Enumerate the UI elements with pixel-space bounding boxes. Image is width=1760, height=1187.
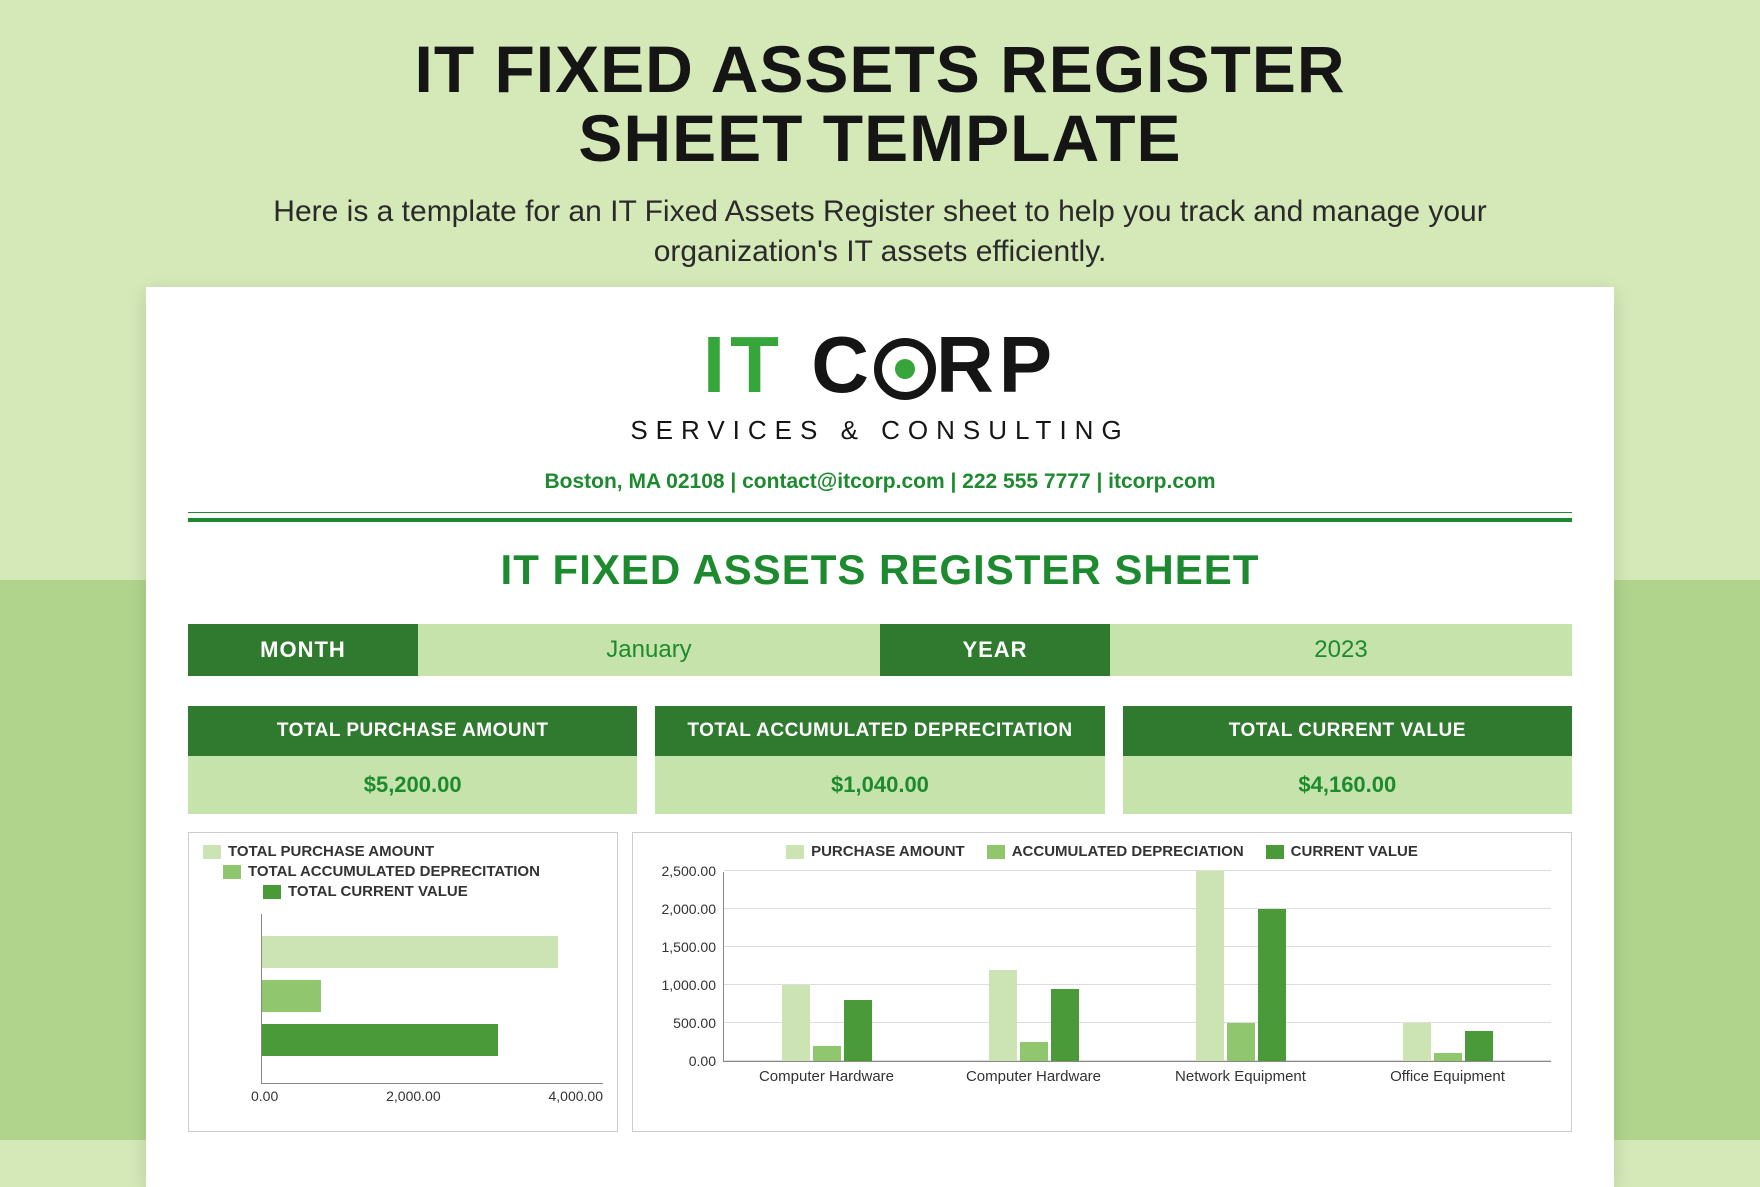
category-label: Office Equipment (1344, 1068, 1551, 1085)
legend-label: TOTAL CURRENT VALUE (288, 883, 468, 900)
charts-row: TOTAL PURCHASE AMOUNT TOTAL ACCUMULATED … (188, 832, 1572, 1132)
hbar (262, 980, 321, 1012)
divider-thin (188, 512, 1572, 513)
logo-o-icon (874, 338, 936, 400)
totals-chart: TOTAL PURCHASE AMOUNT TOTAL ACCUMULATED … (188, 832, 618, 1132)
swatch-icon (1266, 845, 1284, 859)
bar-group (989, 970, 1079, 1061)
vbar (1051, 989, 1079, 1061)
ytick: 500.00 (673, 1015, 716, 1031)
company-logo: IT CRP SERVICES & CONSULTING (188, 325, 1572, 446)
month-label: MONTH (188, 624, 418, 676)
swatch-icon (263, 885, 281, 899)
vbar (1403, 1023, 1431, 1061)
logo-it: IT (703, 320, 784, 409)
legend-item: TOTAL PURCHASE AMOUNT (203, 843, 434, 860)
total-current: TOTAL CURRENT VALUE $4,160.00 (1123, 706, 1572, 814)
year-label: YEAR (880, 624, 1110, 676)
total-depreciation: TOTAL ACCUMULATED DEPRECITATION $1,040.0… (655, 706, 1104, 814)
vbar (1465, 1031, 1493, 1061)
page-header: IT FIXED ASSETS REGISTER SHEET TEMPLATE … (0, 0, 1760, 273)
hbar-x-axis: 0.00 2,000.00 4,000.00 (251, 1088, 603, 1104)
ytick: 1,500.00 (662, 939, 717, 955)
year-value: 2023 (1110, 624, 1572, 676)
logo-rp: RP (936, 320, 1057, 409)
ytick: 2,000.00 (662, 901, 717, 917)
legend-item: TOTAL CURRENT VALUE (263, 883, 468, 900)
category-chart-legend: PURCHASE AMOUNT ACCUMULATED DEPRECIATION… (633, 833, 1571, 866)
gridline: 1,500.00 (724, 946, 1551, 947)
legend-label: TOTAL PURCHASE AMOUNT (228, 843, 434, 860)
total-depreciation-label: TOTAL ACCUMULATED DEPRECITATION (655, 706, 1104, 756)
sheet-document: IT CRP SERVICES & CONSULTING Boston, MA … (146, 287, 1614, 1187)
legend-item: TOTAL ACCUMULATED DEPRECITATION (223, 863, 540, 880)
page-title: IT FIXED ASSETS REGISTER SHEET TEMPLATE (0, 35, 1760, 174)
total-current-label: TOTAL CURRENT VALUE (1123, 706, 1572, 756)
category-label: Network Equipment (1137, 1068, 1344, 1085)
hbar (262, 936, 558, 968)
legend-label: ACCUMULATED DEPRECIATION (1012, 843, 1244, 860)
divider-thick (188, 518, 1572, 522)
vbar (989, 970, 1017, 1061)
logo-c: C (811, 320, 874, 409)
page-title-line1: IT FIXED ASSETS REGISTER (0, 35, 1760, 104)
logo-text: IT CRP (188, 325, 1572, 405)
bar-group (1403, 1023, 1493, 1061)
vbar (1020, 1042, 1048, 1061)
ytick: 0.00 (689, 1053, 716, 1069)
vbar (1434, 1053, 1462, 1061)
vbar (1196, 871, 1224, 1061)
vbar (844, 1000, 872, 1061)
swatch-icon (203, 845, 221, 859)
category-label: Computer Hardware (930, 1068, 1137, 1085)
swatch-icon (223, 865, 241, 879)
totals-chart-legend: TOTAL PURCHASE AMOUNT TOTAL ACCUMULATED … (189, 833, 617, 906)
hbar (262, 1024, 498, 1056)
total-purchase: TOTAL PURCHASE AMOUNT $5,200.00 (188, 706, 637, 814)
logo-tagline: SERVICES & CONSULTING (188, 415, 1572, 446)
ytick: 1,000.00 (662, 977, 717, 993)
category-label: Computer Hardware (723, 1068, 930, 1085)
total-purchase-label: TOTAL PURCHASE AMOUNT (188, 706, 637, 756)
month-value: January (418, 624, 880, 676)
bar-group (1196, 871, 1286, 1061)
legend-item: CURRENT VALUE (1266, 843, 1418, 860)
category-axis: Computer HardwareComputer HardwareNetwor… (723, 1068, 1551, 1085)
legend-item: ACCUMULATED DEPRECIATION (987, 843, 1244, 860)
xtick: 2,000.00 (386, 1088, 441, 1104)
legend-label: PURCHASE AMOUNT (811, 843, 965, 860)
vbar (782, 985, 810, 1061)
bar-group (782, 985, 872, 1061)
legend-label: CURRENT VALUE (1291, 843, 1418, 860)
total-purchase-value: $5,200.00 (188, 756, 637, 814)
total-current-value: $4,160.00 (1123, 756, 1572, 814)
xtick: 0.00 (251, 1088, 278, 1104)
legend-label: TOTAL ACCUMULATED DEPRECITATION (248, 863, 540, 880)
vbar (813, 1046, 841, 1061)
hbar-plot-area (261, 914, 603, 1084)
legend-item: PURCHASE AMOUNT (786, 843, 965, 860)
gridline: 2,500.00 (724, 870, 1551, 871)
gridline: 2,000.00 (724, 908, 1551, 909)
category-chart: PURCHASE AMOUNT ACCUMULATED DEPRECIATION… (632, 832, 1572, 1132)
page-subtitle: Here is a template for an IT Fixed Asset… (240, 192, 1520, 273)
xtick: 4,000.00 (549, 1088, 604, 1104)
vbar (1258, 909, 1286, 1061)
contact-info: Boston, MA 02108 | contact@itcorp.com | … (188, 470, 1572, 494)
swatch-icon (786, 845, 804, 859)
vbar (1227, 1023, 1255, 1061)
totals-row: TOTAL PURCHASE AMOUNT $5,200.00 TOTAL AC… (188, 706, 1572, 814)
vbar-plot-area: 0.00500.001,000.001,500.002,000.002,500.… (723, 872, 1551, 1062)
ytick: 2,500.00 (662, 863, 717, 879)
logo-space (784, 320, 811, 409)
sheet-title: IT FIXED ASSETS REGISTER SHEET (188, 546, 1572, 594)
page-title-line2: SHEET TEMPLATE (0, 104, 1760, 173)
swatch-icon (987, 845, 1005, 859)
period-row: MONTH January YEAR 2023 (188, 624, 1572, 676)
total-depreciation-value: $1,040.00 (655, 756, 1104, 814)
